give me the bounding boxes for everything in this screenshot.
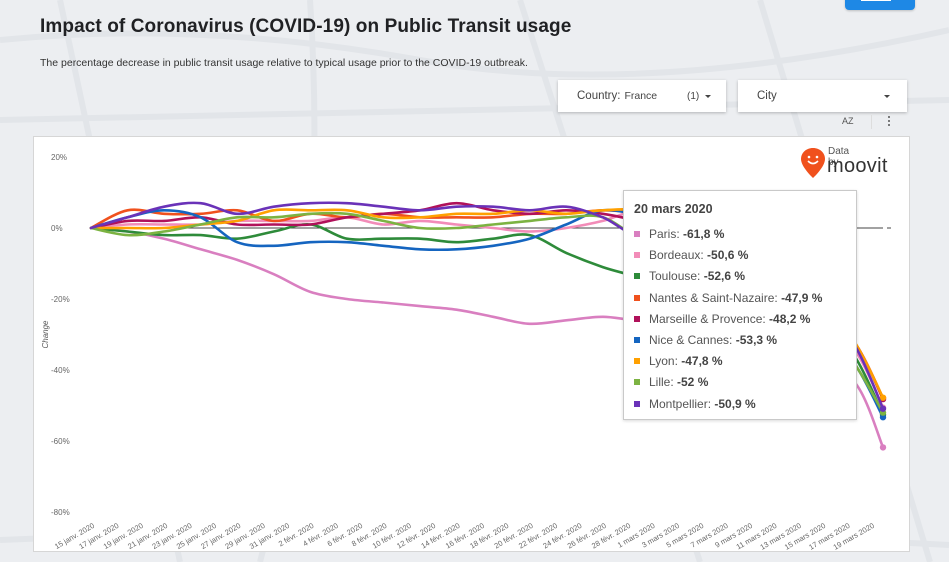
tooltip-row: Paris: -61,8 % [634, 227, 724, 241]
legend-swatch [634, 252, 640, 259]
tooltip-series-label: Nantes & Saint-Nazaire: [649, 290, 782, 305]
country-filter-label: Country: [577, 90, 621, 102]
tooltip-series-label: Toulouse: [649, 269, 704, 284]
y-axis-label: Change [41, 320, 50, 349]
series-endpoint-marker [879, 405, 887, 412]
tooltip-series-value: -61,8 % [683, 227, 725, 241]
country-filter-count: (1) [687, 90, 700, 102]
toolbar-divider [871, 115, 872, 129]
tooltip-series-label: Paris: [649, 227, 684, 241]
city-filter-dropdown[interactable]: City [738, 80, 907, 112]
city-filter-label: City [757, 90, 777, 102]
tooltip-series-label: Nice & Cannes: [649, 333, 736, 347]
tooltip-row: Toulouse: -52,6 % [634, 269, 745, 283]
tooltip-series-value: -47,9 % [781, 290, 823, 305]
tooltip-row: Nantes & Saint-Nazaire: -47,9 % [634, 291, 822, 305]
sort-az-icon[interactable]: AZ [842, 116, 854, 126]
tooltip-series-value: -50,9 % [714, 396, 756, 411]
y-tick-label: -80% [51, 508, 70, 517]
legend-swatch [634, 315, 640, 322]
series-endpoint-marker [879, 444, 887, 451]
legend-swatch [634, 400, 640, 407]
chart-tooltip: 20 mars 2020 Paris: -61,8 % Bordeaux: -50… [623, 190, 857, 420]
tooltip-series-value: -53,3 % [735, 333, 778, 347]
moovit-logo-icon [801, 148, 825, 178]
chevron-down-icon [705, 95, 711, 98]
tooltip-row: Bordeaux: -50,6 % [634, 248, 748, 262]
country-filter-dropdown[interactable]: Country: France (1) [558, 80, 726, 112]
tooltip-series-label: Marseille & Provence: [649, 311, 770, 326]
tooltip-series-label: Montpellier: [649, 396, 715, 411]
top-action-button[interactable] [845, 0, 915, 10]
tooltip-series-label: Lyon: [649, 354, 682, 369]
tooltip-row: Lille: -52 % [634, 375, 708, 389]
data-by-label: Data by [828, 146, 850, 168]
legend-swatch [634, 358, 640, 365]
tooltip-series-value: -52,6 % [703, 269, 746, 284]
tooltip-series-label: Lille: [649, 375, 678, 390]
y-tick-label: -60% [51, 437, 70, 446]
y-tick-label: 0% [51, 224, 63, 233]
tooltip-series-value: -50,6 % [707, 248, 749, 263]
y-tick-label: 20% [51, 153, 67, 162]
page-title: Impact of Coronavirus (COVID-19) on Publ… [40, 16, 572, 37]
tooltip-row: Nice & Cannes: -53,3 % [634, 333, 777, 347]
tooltip-title: 20 mars 2020 [634, 202, 713, 216]
brand-name: moovit [827, 155, 888, 177]
tooltip-row: Marseille & Provence: -48,2 % [634, 312, 810, 326]
tooltip-row: Lyon: -47,8 % [634, 354, 723, 368]
y-tick-label: -20% [51, 295, 70, 304]
legend-swatch [634, 231, 640, 237]
series-endpoint-marker [879, 394, 887, 401]
tooltip-series-value: -47,8 % [681, 354, 723, 369]
more-options-icon[interactable] [888, 116, 891, 128]
tooltip-series-value: -48,2 % [769, 311, 811, 326]
legend-swatch [634, 273, 640, 280]
legend-swatch [634, 294, 640, 301]
y-tick-label: -40% [51, 366, 70, 375]
tooltip-series-value: -52 % [677, 375, 709, 390]
tooltip-series-label: Bordeaux: [649, 248, 708, 263]
country-filter-value: France [624, 90, 658, 102]
chevron-down-icon [884, 95, 890, 98]
legend-swatch [634, 337, 640, 343]
legend-swatch [634, 379, 640, 386]
tooltip-row: Montpellier: -50,9 % [634, 397, 756, 411]
series-endpoint-marker [879, 414, 887, 421]
page-subtitle: The percentage decrease in public transi… [40, 57, 528, 69]
